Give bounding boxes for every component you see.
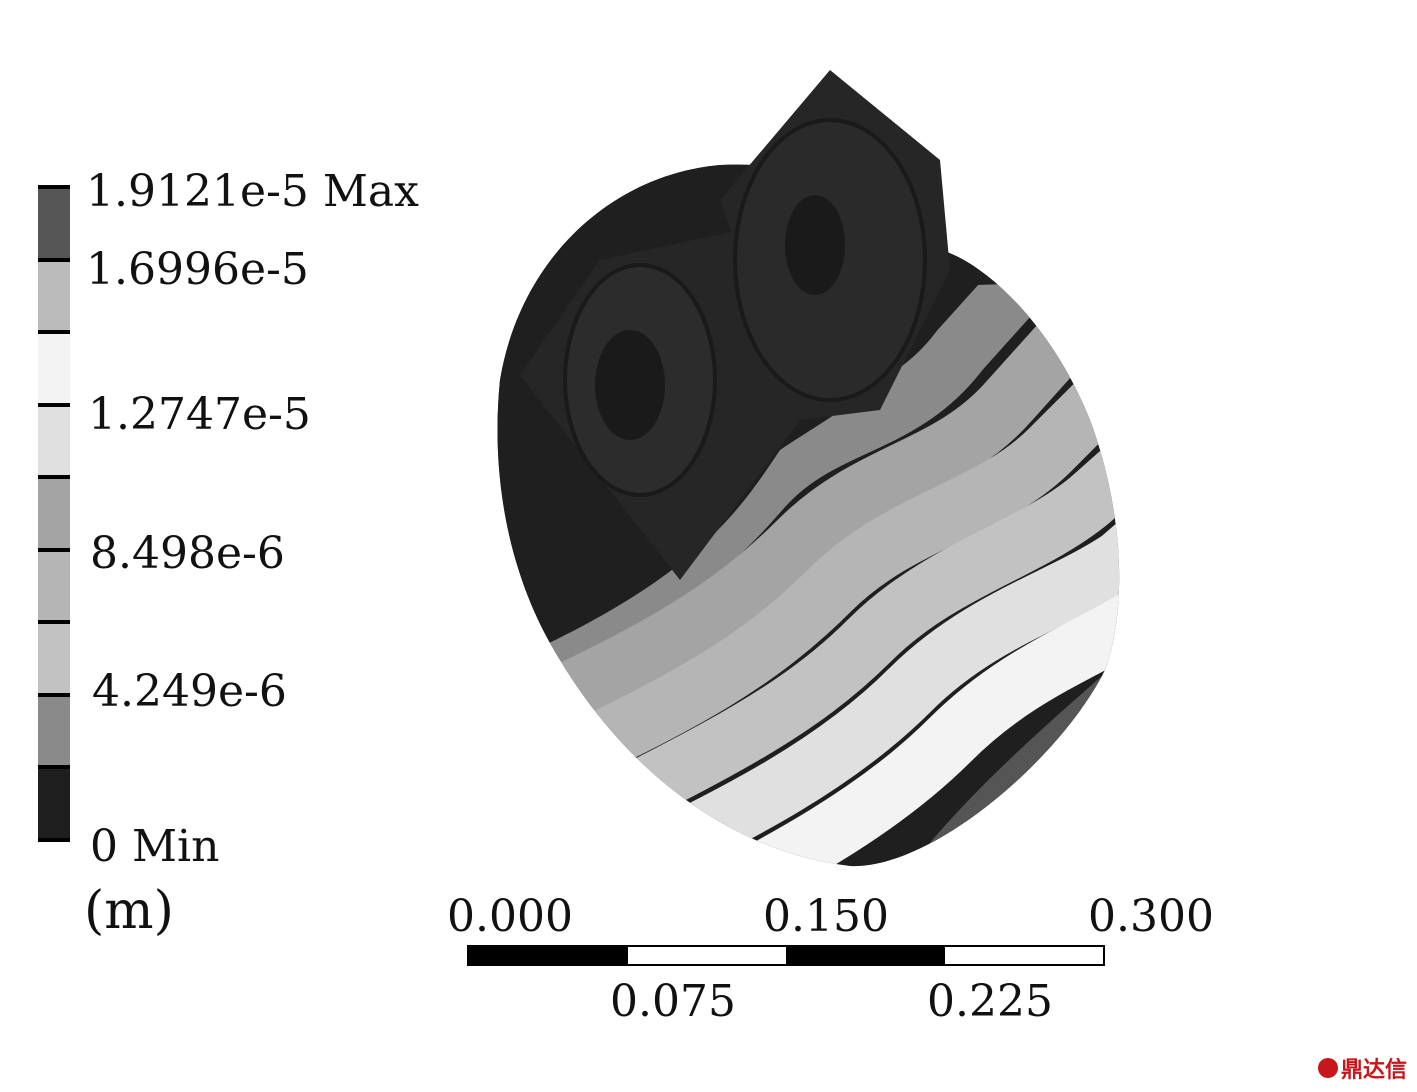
legend-band [38, 622, 70, 695]
legend-unit: (m) [84, 881, 174, 941]
legend-band [38, 332, 70, 405]
scale-label-300: 0.300 [1088, 891, 1214, 942]
legend-label-2: 1.2747e-5 [88, 389, 311, 440]
scale-label-225: 0.225 [927, 976, 1053, 1027]
watermark: 鼎达信 [1317, 1052, 1407, 1084]
legend-separator [38, 475, 70, 480]
watermark-text: 鼎达信 [1340, 1058, 1407, 1083]
legend-separator [38, 257, 70, 262]
scale-label-075: 0.075 [610, 976, 736, 1027]
scale-segment [786, 947, 945, 964]
scale-segment [627, 947, 786, 964]
legend-band [38, 259, 70, 333]
legend-separator [38, 547, 70, 552]
legend-separator [38, 692, 70, 697]
legend-separator [38, 330, 70, 335]
scale-bar [467, 945, 1105, 966]
legend-min-label: 0 Min [90, 821, 220, 872]
legend-band [38, 404, 70, 478]
legend-label-4: 4.249e-6 [92, 666, 287, 717]
legend-separator [38, 402, 70, 407]
legend-separator [38, 620, 70, 625]
scale-segment [469, 947, 628, 964]
legend-band [38, 477, 70, 550]
scale-label-150: 0.150 [763, 891, 889, 942]
bearing-housing-right [720, 70, 950, 420]
legend-band [38, 549, 70, 623]
legend-band [38, 187, 70, 260]
scale-label-0: 0.000 [447, 891, 573, 942]
legend-max-label: 1.9121e-5 Max [86, 166, 419, 217]
legend-separator [38, 838, 70, 842]
legend-separator [38, 765, 70, 770]
scale-segment [944, 947, 1103, 964]
legend-separator [38, 185, 70, 189]
legend-label-1: 1.6996e-5 [86, 244, 309, 295]
legend-band [38, 767, 70, 840]
legend-label-3: 8.498e-6 [90, 528, 285, 579]
watermark-logo-icon [1317, 1058, 1338, 1078]
bearing-housing-left [520, 230, 800, 580]
legend-band [38, 694, 70, 768]
